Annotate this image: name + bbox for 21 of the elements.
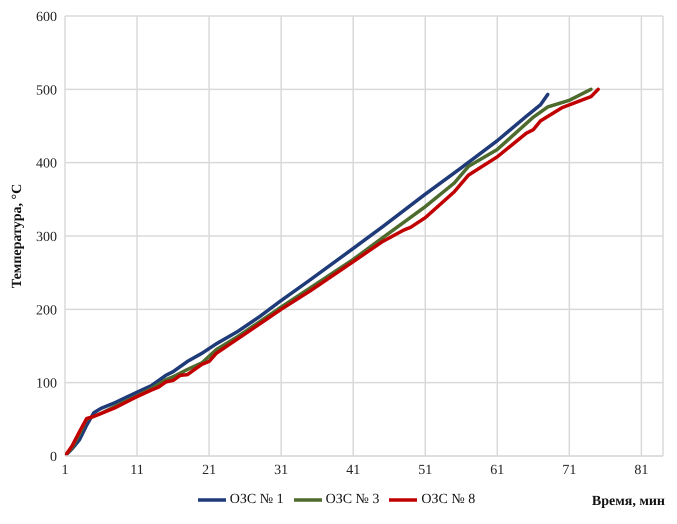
y-tick-label: 0: [50, 450, 57, 465]
y-tick-label: 100: [36, 376, 57, 392]
legend-label: ОЗС № 3: [326, 492, 380, 508]
x-tick-label: 11: [130, 462, 144, 478]
y-tick-label: 300: [36, 230, 57, 245]
x-tick-label: 41: [346, 462, 360, 478]
x-tick-label: 51: [418, 462, 432, 478]
x-tick-label: 81: [634, 462, 648, 478]
y-tick-label: 600: [36, 10, 57, 25]
x-tick-label: 21: [202, 462, 216, 478]
legend-label: ОЗС № 8: [421, 492, 476, 508]
x-axis-title: Время, мин: [592, 494, 665, 510]
x-tick-label: 61: [490, 462, 504, 478]
y-tick-label: 500: [36, 83, 57, 98]
x-tick-label: 1: [62, 462, 68, 478]
x-tick-label: 71: [562, 462, 576, 478]
x-tick-label: 31: [274, 462, 288, 478]
legend-label: ОЗС № 1: [230, 492, 284, 508]
y-tick-label: 400: [36, 156, 57, 172]
y-tick-label: 200: [36, 303, 57, 318]
y-axis-title: Температура, °С: [10, 184, 25, 288]
